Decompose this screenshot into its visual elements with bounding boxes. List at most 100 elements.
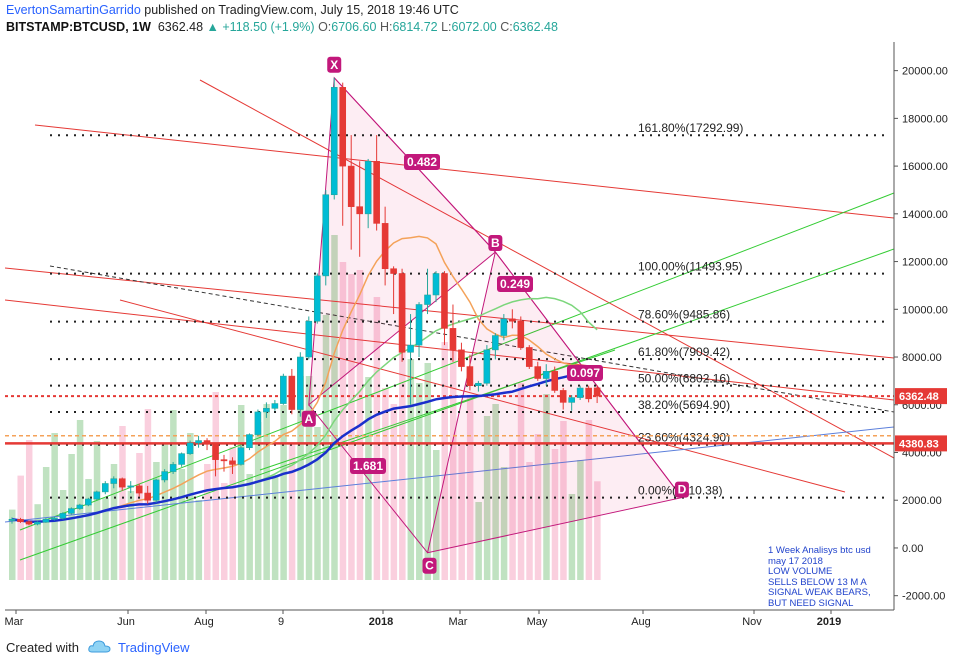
pattern-badge-text: D	[678, 483, 687, 497]
volume-bar	[51, 433, 58, 580]
x-tick-label: Aug	[194, 616, 214, 628]
x-tick-label: Aug	[631, 616, 651, 628]
candle-body	[254, 411, 262, 435]
candle-body	[517, 320, 525, 348]
volume-bar	[34, 504, 41, 580]
pattern-badge	[327, 56, 342, 73]
candle-body	[551, 371, 559, 391]
volume-bar	[254, 422, 262, 580]
y-tick-label: 18000.00	[902, 113, 948, 125]
candle-body	[305, 320, 313, 358]
high-label: H:	[379, 20, 393, 34]
dashed-trend-line	[49, 265, 894, 413]
candle-body	[593, 387, 601, 397]
volume-bar	[85, 479, 92, 580]
x-tick-label: May	[527, 616, 548, 628]
pattern-badge-text: C	[425, 559, 434, 573]
symbol-line: BITSTAMP:BTCUSD, 1W 6362.48 ▲ +118.50 (+…	[6, 19, 946, 36]
trend-line	[259, 349, 616, 471]
open-label: O:	[318, 20, 332, 34]
pattern-badge	[350, 458, 386, 474]
pattern-badge-text: A	[304, 412, 313, 426]
channel-line	[5, 299, 894, 401]
x-tick-label: Nov	[742, 616, 762, 628]
open-value: 6706.60	[331, 20, 377, 34]
candle-body	[42, 519, 50, 523]
y-tick-label: 14000.00	[902, 209, 948, 221]
candle-body	[288, 375, 296, 410]
volume-bar	[263, 404, 270, 580]
symbol-name[interactable]: BITSTAMP:BTCUSD, 1W	[6, 20, 151, 34]
candle-body	[152, 479, 160, 501]
candle-body	[237, 447, 245, 465]
x-tick-label: Jun	[117, 616, 135, 628]
y-tick-label: 12000.00	[902, 257, 948, 269]
volume-bar	[195, 500, 203, 580]
publish-line: EvertonSamartinGarrido published on Trad…	[6, 2, 946, 19]
candle-body	[246, 434, 253, 449]
candle-body	[144, 492, 151, 501]
candle-body	[220, 459, 228, 462]
volume-bar	[237, 405, 245, 580]
candle-body	[559, 390, 567, 403]
candle-body	[398, 273, 406, 353]
candle-body	[475, 382, 482, 386]
candle-body	[203, 440, 211, 445]
volume-bar	[483, 416, 491, 580]
candle-body	[195, 440, 202, 444]
pattern-badge	[488, 235, 503, 252]
candle-body	[280, 375, 287, 404]
candle-body	[542, 371, 550, 379]
close-label: C:	[500, 20, 513, 34]
fib-level-label: 100.00%(11493.95)	[638, 260, 743, 274]
candle-body	[449, 328, 457, 351]
volume-bar	[110, 464, 118, 580]
volume-bar	[119, 426, 126, 580]
price-tag	[895, 435, 947, 452]
candle-body	[534, 366, 542, 379]
analysis-note: 1 Week Analisys btc usd may 17 2018 LOW …	[768, 545, 871, 609]
candle-body	[297, 356, 304, 410]
candle-body	[85, 498, 92, 506]
volume-bar	[517, 383, 525, 580]
pattern-badge	[301, 410, 316, 427]
pattern-badge-text: 1.681	[353, 459, 383, 473]
published-text: published on TradingView.com, July 15, 2…	[144, 3, 459, 17]
plot-area: 161.80%(17292.99) 100.00%(11493.95) 78.60%…	[5, 56, 894, 580]
tradingview-cloud-icon	[88, 640, 111, 653]
volume-bar	[76, 420, 84, 580]
volume-bar	[416, 383, 423, 580]
author-link[interactable]: EvertonSamartinGarrido	[6, 3, 141, 17]
volume-bar	[407, 359, 415, 580]
volume-bar	[568, 494, 576, 580]
candle-body	[17, 519, 24, 522]
candle-body	[390, 268, 397, 274]
ma60-line	[11, 368, 598, 524]
x-tick-label: 9	[278, 616, 284, 628]
volume-bar	[390, 404, 398, 580]
volume-bar	[305, 376, 313, 580]
candle-body	[101, 483, 109, 493]
volume-bar	[229, 447, 236, 580]
volume-bar	[441, 342, 448, 580]
volume-bar	[331, 235, 338, 580]
fib-level-label: 50.00%(6802.16)	[638, 372, 730, 386]
volume-bar	[127, 491, 135, 580]
price-tag-text: 4380.83	[899, 438, 939, 450]
candle-body	[110, 478, 118, 484]
pattern-badge	[422, 557, 437, 574]
candle-body	[415, 304, 423, 346]
x-tick-label: Mar	[5, 616, 24, 628]
candle-body	[525, 347, 533, 367]
volume-bar	[212, 392, 220, 580]
x-tick-label: 2019	[817, 616, 841, 628]
candle-body	[330, 87, 338, 196]
tradingview-brand[interactable]: TradingView	[118, 640, 190, 655]
last-price: 6362.48	[157, 20, 204, 34]
fib-level-label: 161.80%(17292.99)	[638, 121, 743, 135]
volume-bar	[560, 421, 567, 580]
y-tick-label: -2000.00	[902, 591, 945, 603]
y-tick-label: 2000.00	[902, 495, 942, 507]
pattern-badge	[497, 276, 533, 292]
